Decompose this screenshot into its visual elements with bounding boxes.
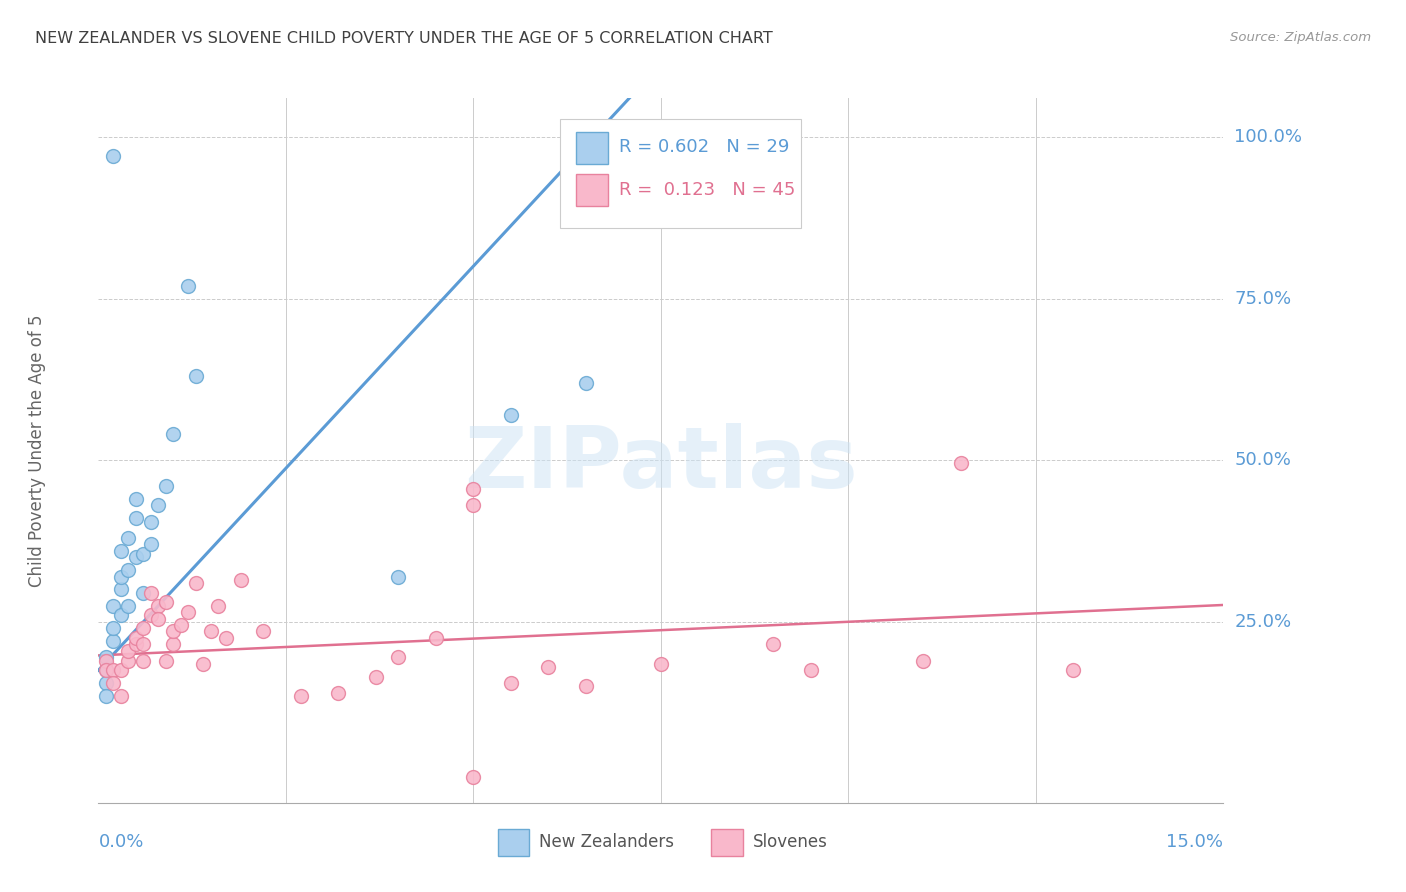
Text: ZIPatlas: ZIPatlas: [464, 423, 858, 506]
Point: [139, 537, 162, 551]
Point: [103, 663, 125, 677]
Point: [499, 408, 522, 422]
Point: [132, 654, 155, 668]
Point: [184, 369, 207, 384]
Point: [125, 631, 148, 645]
Point: [132, 637, 155, 651]
Point: [387, 650, 409, 665]
Point: [215, 631, 238, 645]
FancyBboxPatch shape: [711, 829, 742, 855]
FancyBboxPatch shape: [576, 132, 607, 163]
Point: [94, 663, 117, 677]
Text: Slovenes: Slovenes: [754, 833, 828, 851]
Point: [110, 663, 132, 677]
Point: [117, 599, 139, 613]
Text: 25.0%: 25.0%: [1234, 613, 1292, 631]
Point: [125, 511, 148, 525]
Point: [110, 689, 132, 703]
Point: [200, 624, 222, 639]
FancyBboxPatch shape: [576, 174, 607, 206]
Point: [463, 482, 485, 496]
Point: [290, 689, 312, 703]
Point: [103, 676, 125, 690]
Point: [125, 491, 148, 506]
Point: [364, 670, 387, 684]
Point: [110, 608, 132, 623]
FancyBboxPatch shape: [560, 120, 801, 228]
Point: [148, 611, 170, 625]
Text: R =  0.123   N = 45: R = 0.123 N = 45: [619, 181, 796, 199]
Text: Child Poverty Under the Age of 5: Child Poverty Under the Age of 5: [28, 314, 45, 587]
Point: [155, 479, 177, 493]
Point: [537, 660, 560, 674]
Point: [162, 637, 184, 651]
Point: [575, 376, 598, 390]
Point: [229, 573, 252, 587]
Point: [155, 654, 177, 668]
Point: [177, 278, 200, 293]
Point: [110, 569, 132, 583]
Point: [132, 621, 155, 635]
Point: [125, 550, 148, 565]
Point: [425, 631, 447, 645]
Point: [117, 654, 139, 668]
Point: [252, 624, 274, 639]
Point: [94, 676, 117, 690]
Text: 100.0%: 100.0%: [1234, 128, 1302, 146]
Point: [94, 689, 117, 703]
Point: [117, 644, 139, 658]
Text: 15.0%: 15.0%: [1166, 833, 1223, 851]
Point: [650, 657, 672, 671]
Point: [463, 770, 485, 784]
Point: [387, 569, 409, 583]
Text: 50.0%: 50.0%: [1234, 451, 1291, 469]
Point: [177, 605, 200, 619]
Point: [949, 456, 972, 470]
Point: [103, 621, 125, 635]
Point: [328, 686, 350, 700]
Point: [207, 599, 229, 613]
Point: [94, 663, 117, 677]
Point: [125, 637, 148, 651]
FancyBboxPatch shape: [498, 829, 529, 855]
Point: [117, 563, 139, 577]
Point: [103, 149, 125, 163]
Point: [148, 599, 170, 613]
Point: [94, 650, 117, 665]
Text: New Zealanders: New Zealanders: [540, 833, 675, 851]
Point: [499, 676, 522, 690]
Point: [762, 637, 785, 651]
Point: [110, 543, 132, 558]
Point: [184, 576, 207, 591]
Point: [132, 585, 155, 599]
Point: [132, 547, 155, 561]
Point: [148, 499, 170, 513]
Point: [162, 427, 184, 442]
Point: [139, 608, 162, 623]
Point: [139, 585, 162, 599]
Point: [800, 663, 823, 677]
Text: Source: ZipAtlas.com: Source: ZipAtlas.com: [1230, 31, 1371, 45]
Point: [162, 624, 184, 639]
Point: [139, 515, 162, 529]
Point: [193, 657, 215, 671]
Point: [170, 618, 193, 632]
Text: 75.0%: 75.0%: [1234, 290, 1292, 308]
Point: [1062, 663, 1084, 677]
Text: NEW ZEALANDER VS SLOVENE CHILD POVERTY UNDER THE AGE OF 5 CORRELATION CHART: NEW ZEALANDER VS SLOVENE CHILD POVERTY U…: [35, 31, 773, 46]
Point: [117, 531, 139, 545]
Point: [103, 634, 125, 648]
Point: [463, 499, 485, 513]
Point: [103, 599, 125, 613]
Point: [912, 654, 935, 668]
Point: [94, 654, 117, 668]
Point: [110, 582, 132, 597]
Text: R = 0.602   N = 29: R = 0.602 N = 29: [619, 138, 790, 156]
Text: 0.0%: 0.0%: [98, 833, 143, 851]
Point: [155, 595, 177, 609]
Point: [575, 680, 598, 694]
